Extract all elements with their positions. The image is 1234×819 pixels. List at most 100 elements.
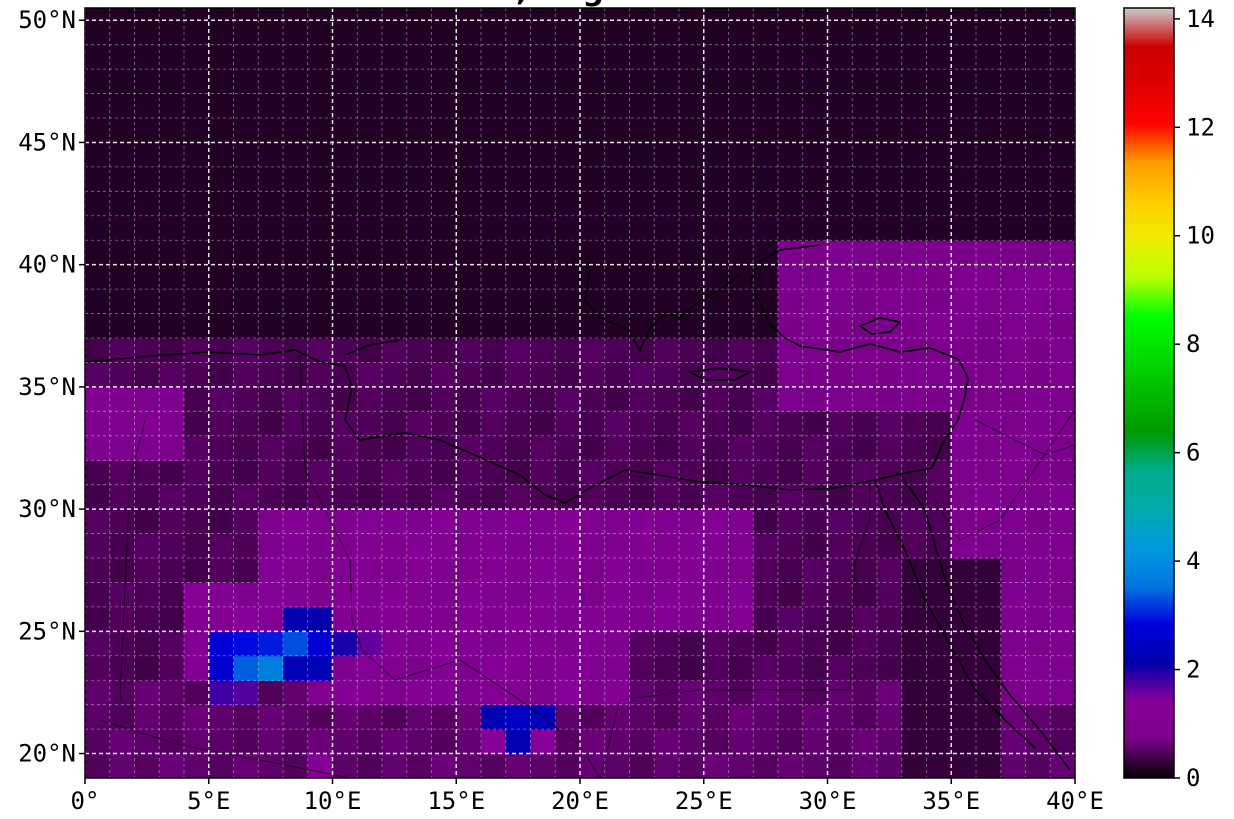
heatmap-cell: [431, 289, 457, 315]
heatmap-cell: [159, 313, 185, 339]
heatmap-cell: [208, 704, 235, 730]
heatmap-cell: [976, 386, 1002, 412]
heatmap-cell: [283, 655, 309, 681]
heatmap-cell: [555, 240, 581, 266]
border-line-1: [299, 354, 601, 778]
heatmap-cell: [406, 362, 433, 388]
heatmap-cell: [109, 729, 136, 755]
heatmap-cell: [778, 753, 804, 778]
heatmap-cell: [778, 118, 804, 144]
heatmap-cell: [852, 20, 878, 46]
heatmap-cell: [604, 8, 631, 21]
heatmap-cell: [654, 533, 680, 559]
heatmap-cell: [951, 93, 977, 119]
heatmap-cell: [827, 8, 853, 21]
heatmap-cell: [1050, 20, 1075, 46]
heatmap-cell: [134, 680, 160, 706]
heatmap-cell: [753, 655, 779, 681]
heatmap-cell: [604, 93, 631, 119]
heatmap-cell: [604, 215, 631, 241]
heatmap-cell: [530, 338, 556, 364]
heatmap-cell: [431, 313, 457, 339]
heatmap-cell: [877, 313, 903, 339]
heatmap-cell: [852, 729, 878, 755]
heatmap-cell: [382, 386, 408, 412]
heatmap-cell: [307, 704, 334, 730]
heatmap-cell: [530, 631, 556, 657]
heatmap-cell: [357, 118, 383, 144]
heatmap-cell: [703, 460, 730, 486]
heatmap-cell: [555, 386, 581, 412]
heatmap-cell: [258, 20, 284, 46]
heatmap-cell: [481, 93, 507, 119]
heatmap-cell: [926, 655, 952, 681]
heatmap-cell: [382, 240, 408, 266]
heatmap-cell: [555, 411, 581, 437]
heatmap-cell: [233, 240, 259, 266]
heatmap-cell: [505, 118, 532, 144]
heatmap-cell: [431, 411, 457, 437]
heatmap-cell: [1000, 8, 1027, 21]
heatmap-cell: [728, 435, 754, 461]
heatmap-cell: [85, 558, 111, 584]
heatmap-cell: [505, 215, 532, 241]
heatmap-cell: [877, 411, 903, 437]
heatmap-cell: [951, 509, 977, 535]
heatmap-cell: [208, 509, 235, 535]
heatmap-cell: [456, 142, 482, 168]
heatmap-cell: [827, 509, 853, 535]
heatmap-cell: [555, 582, 581, 608]
heatmap-cell: [530, 386, 556, 412]
heatmap-cell: [951, 166, 977, 192]
heatmap-cell: [703, 69, 730, 95]
heatmap-cell: [1025, 582, 1051, 608]
heatmap-cell: [629, 484, 655, 510]
heatmap-cell: [703, 142, 730, 168]
heatmap-cell: [852, 411, 878, 437]
heatmap-cell: [431, 729, 457, 755]
heatmap-cell: [109, 460, 136, 486]
heatmap-cell: [406, 118, 433, 144]
heatmap-cell: [778, 655, 804, 681]
red-sea-coastline: [874, 479, 1036, 749]
heatmap-cell: [505, 631, 532, 657]
heatmap-cell: [976, 411, 1002, 437]
heatmap-cell: [332, 655, 358, 681]
heatmap-cell: [159, 411, 185, 437]
heatmap-cell: [728, 680, 754, 706]
heatmap-cell: [307, 435, 334, 461]
heatmap-cell: [753, 680, 779, 706]
colorbar-tick-label: 12: [1186, 113, 1215, 141]
heatmap-cell: [901, 655, 928, 681]
heatmap-cell: [134, 704, 160, 730]
heatmap-cell: [654, 215, 680, 241]
heatmap-cell: [233, 362, 259, 388]
heatmap-cell: [184, 313, 210, 339]
heatmap-cell: [877, 631, 903, 657]
heatmap-cell: [703, 44, 730, 70]
heatmap-cell: [456, 460, 482, 486]
heatmap-cell: [555, 362, 581, 388]
heatmap-cell: [134, 240, 160, 266]
heatmap-cell: [827, 582, 853, 608]
heatmap-cell: [679, 533, 705, 559]
heatmap-cell: [357, 313, 383, 339]
heatmap-cell: [1050, 509, 1075, 535]
heatmap-cell: [1000, 484, 1027, 510]
heatmap-cell: [382, 729, 408, 755]
heatmap-cell: [431, 753, 457, 778]
heatmap-cell: [184, 460, 210, 486]
heatmap-cell: [629, 313, 655, 339]
heatmap-cell: [679, 704, 705, 730]
heatmap-cell: [654, 20, 680, 46]
heatmap-cell: [258, 704, 284, 730]
heatmap-cell: [951, 460, 977, 486]
heatmap-cell: [134, 118, 160, 144]
heatmap-cell: [852, 166, 878, 192]
heatmap-cell: [109, 753, 136, 778]
heatmap-cell: [184, 655, 210, 681]
heatmap-cell: [530, 509, 556, 535]
heatmap-cell: [481, 166, 507, 192]
heatmap-cell: [530, 8, 556, 21]
heatmap-cell: [827, 558, 853, 584]
